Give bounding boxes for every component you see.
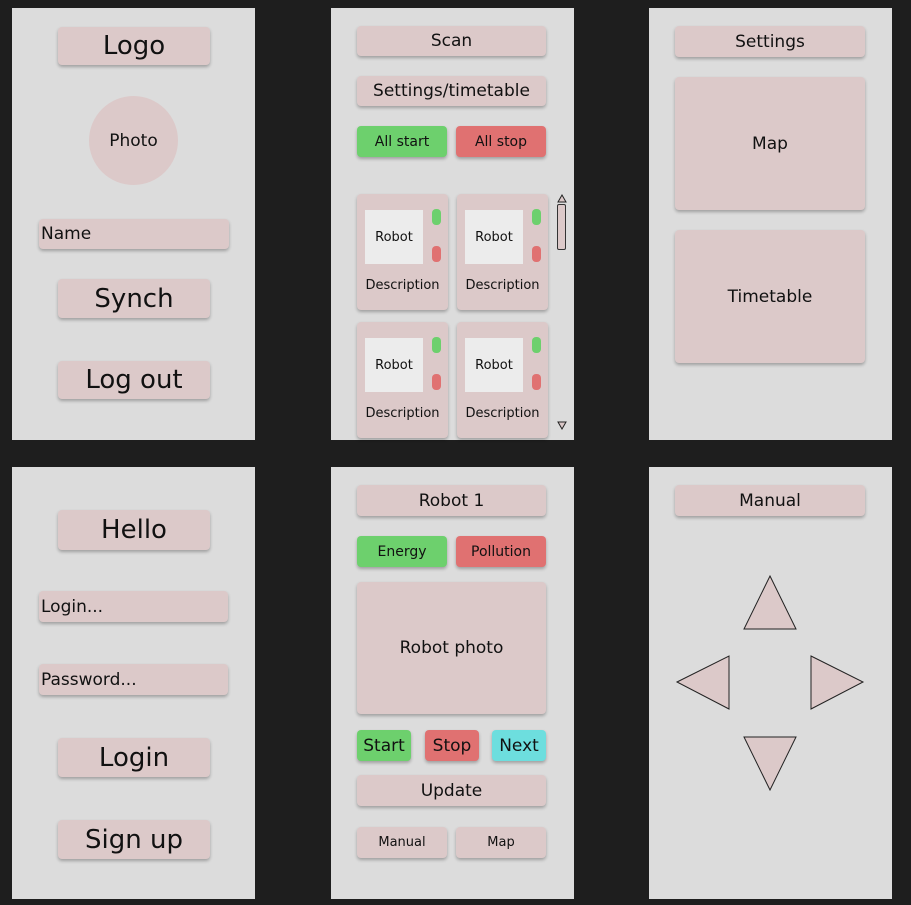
login-button[interactable]: Login (58, 738, 210, 777)
pollution-button[interactable]: Pollution (456, 536, 546, 567)
right-arrow-icon[interactable] (810, 655, 865, 711)
robot-title: Robot 1 (357, 485, 546, 516)
robot-description: Description (465, 278, 540, 293)
status-green-indicator (432, 337, 441, 353)
left-arrow-icon[interactable] (675, 655, 731, 711)
name-field[interactable]: Name (39, 219, 229, 249)
status-red-indicator (532, 246, 541, 262)
settings-title[interactable]: Settings (675, 26, 865, 57)
logo: Logo (58, 27, 210, 65)
up-arrow-icon[interactable] (743, 574, 798, 631)
settings-timetable-button[interactable]: Settings/timetable (357, 76, 546, 106)
scan-screen: Scan Settings/timetable All start All st… (331, 8, 574, 440)
scroll-down-icon[interactable] (557, 421, 567, 431)
robot-card[interactable]: Robot Description (357, 194, 448, 310)
robot-card[interactable]: Robot Description (357, 322, 448, 438)
robot-description: Description (365, 406, 440, 421)
hello-title: Hello (58, 510, 210, 550)
robot-thumbnail: Robot (465, 338, 523, 392)
logout-button[interactable]: Log out (58, 361, 210, 399)
settings-screen: Settings Map Timetable (649, 8, 892, 440)
stop-button[interactable]: Stop (425, 730, 479, 761)
status-red-indicator (432, 246, 441, 262)
scroll-up-icon[interactable] (557, 193, 567, 203)
status-green-indicator (432, 209, 441, 225)
profile-screen: Logo Photo Name Synch Log out (12, 8, 255, 440)
robot-thumbnail: Robot (465, 210, 523, 264)
login-screen: Hello Login... Password... Login Sign up (12, 467, 255, 899)
map-button[interactable]: Map (456, 827, 546, 858)
robot-card[interactable]: Robot Description (457, 194, 548, 310)
robot-description: Description (365, 278, 440, 293)
all-stop-button[interactable]: All stop (456, 126, 546, 157)
robot-thumbnail: Robot (365, 338, 423, 392)
manual-button[interactable]: Manual (357, 827, 447, 858)
robot-photo: Robot photo (357, 582, 546, 714)
scrollbar-thumb[interactable] (557, 204, 566, 250)
timetable-panel[interactable]: Timetable (675, 230, 865, 363)
status-red-indicator (432, 374, 441, 390)
login-input[interactable]: Login... (39, 591, 228, 622)
status-red-indicator (532, 374, 541, 390)
password-input[interactable]: Password... (39, 664, 228, 695)
status-green-indicator (532, 337, 541, 353)
next-button[interactable]: Next (492, 730, 546, 761)
manual-title: Manual (675, 485, 865, 516)
map-panel[interactable]: Map (675, 77, 865, 210)
signup-button[interactable]: Sign up (58, 820, 210, 859)
down-arrow-icon[interactable] (743, 736, 798, 792)
robot-description: Description (465, 406, 540, 421)
update-button[interactable]: Update (357, 775, 546, 806)
profile-photo: Photo (89, 96, 178, 185)
robot-detail-screen: Robot 1 Energy Pollution Robot photo Sta… (331, 467, 574, 899)
synch-button[interactable]: Synch (58, 279, 210, 318)
scan-button[interactable]: Scan (357, 26, 546, 56)
manual-screen: Manual (649, 467, 892, 899)
robot-card[interactable]: Robot Description (457, 322, 548, 438)
status-green-indicator (532, 209, 541, 225)
start-button[interactable]: Start (357, 730, 411, 761)
all-start-button[interactable]: All start (357, 126, 447, 157)
robot-thumbnail: Robot (365, 210, 423, 264)
energy-button[interactable]: Energy (357, 536, 447, 567)
